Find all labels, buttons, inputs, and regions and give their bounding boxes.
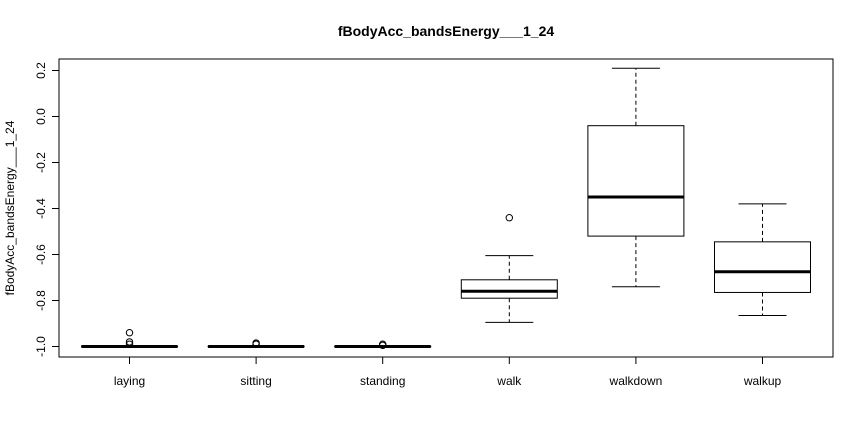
outlier-point [505, 214, 513, 222]
y-tick-label: -0.2 [34, 152, 48, 173]
box-sitting [207, 339, 305, 348]
y-tick-label: -1.0 [34, 336, 48, 357]
box-walkup [714, 203, 811, 316]
x-tick-label: standing [360, 374, 405, 388]
y-tick-label: -0.8 [34, 290, 48, 311]
outlier-point [379, 341, 387, 350]
box-laying [81, 329, 178, 348]
outlier-point [125, 329, 134, 337]
plot-frame [58, 58, 834, 358]
y-tick-label: 0.0 [34, 108, 48, 125]
x-axis: laying sitting standing walk walkdown walkup [114, 356, 782, 388]
box-walk [460, 214, 558, 323]
box-iqr [587, 125, 685, 237]
y-tick-label: 0.2 [34, 62, 48, 79]
box-walkdown [587, 67, 685, 288]
y-tick-label: -0.6 [34, 244, 48, 265]
outlier-point [125, 338, 134, 346]
y-tick-label: -0.4 [34, 198, 48, 219]
box-standing [334, 340, 432, 350]
x-tick-label: walkup [743, 374, 782, 388]
y-axis: -1.0 -0.8 -0.6 -0.4 -0.2 0.0 0.2 [34, 62, 60, 357]
outlier-point [125, 340, 134, 348]
chart-title: fBodyAcc_bandsEnergy___1_24 [338, 23, 555, 39]
y-axis-label: fBodyAcc_bandsEnergy___1_24 [3, 120, 17, 295]
outlier-point [252, 340, 260, 348]
x-tick-label: laying [114, 374, 145, 388]
box-iqr [714, 241, 811, 293]
boxes-group [81, 67, 811, 350]
x-tick-label: sitting [240, 374, 271, 388]
box-iqr [460, 279, 558, 299]
x-tick-label: walkdown [609, 374, 663, 388]
x-tick-label: walk [496, 374, 522, 388]
